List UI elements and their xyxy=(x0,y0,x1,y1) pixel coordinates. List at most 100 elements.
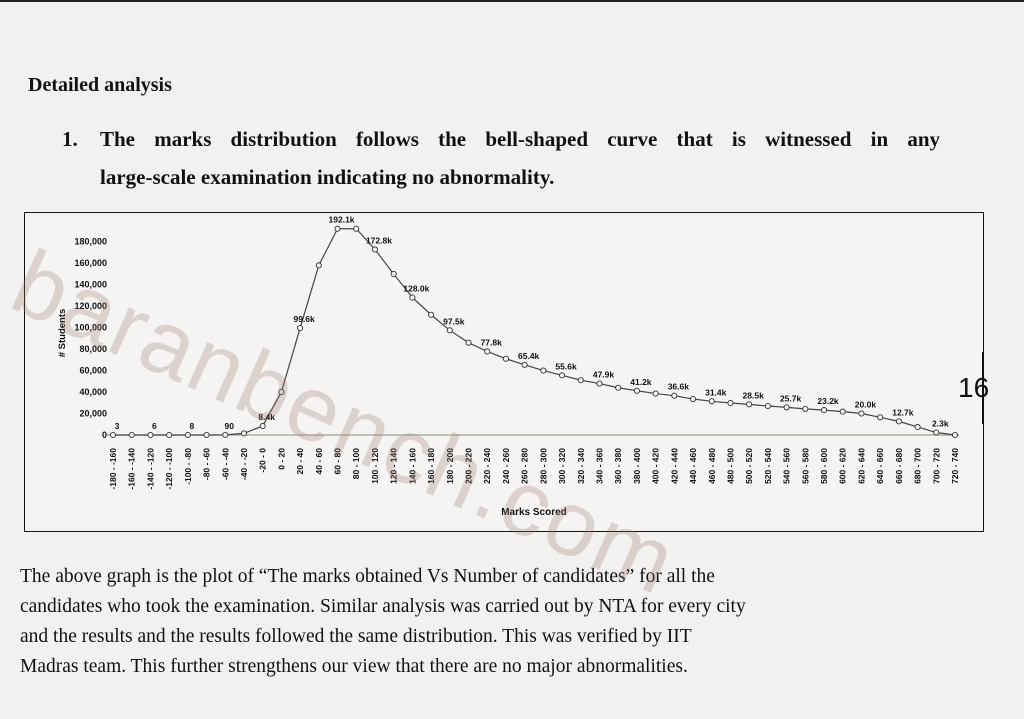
data-label: 55.6k xyxy=(555,361,577,371)
x-tick-label: 700 - 720 xyxy=(931,448,941,484)
x-tick-label: 580 - 600 xyxy=(819,448,829,484)
series-line xyxy=(112,228,956,436)
x-tick-label: 660 - 680 xyxy=(894,448,904,484)
data-label: 77.8k xyxy=(481,337,503,347)
data-point xyxy=(297,325,304,332)
data-point xyxy=(820,407,828,414)
data-point xyxy=(446,327,453,334)
y-tick-label: 140,000 xyxy=(74,280,107,290)
x-tick-label: 140 - 160 xyxy=(407,448,417,484)
data-point xyxy=(746,401,753,408)
x-tick-label: -80 - -60 xyxy=(202,448,212,480)
x-tick-label: 260 - 280 xyxy=(520,448,530,484)
data-point xyxy=(951,431,959,439)
data-point xyxy=(559,372,566,379)
data-point xyxy=(783,404,790,411)
data-label: 41.2k xyxy=(630,377,652,387)
data-point xyxy=(222,431,229,438)
data-label: 128.0k xyxy=(403,284,429,294)
data-point xyxy=(147,431,154,439)
page-margin-bar xyxy=(982,352,984,424)
data-label: 8.4k xyxy=(258,412,275,422)
x-tick-label: 380 - 400 xyxy=(632,448,642,484)
x-tick-label: 280 - 300 xyxy=(538,448,548,484)
data-point xyxy=(259,422,266,430)
data-point xyxy=(802,405,809,412)
x-tick-label: -140 - -120 xyxy=(145,448,155,490)
x-tick-label: 640 - 660 xyxy=(875,448,885,484)
point-number: 1. xyxy=(62,127,78,151)
x-tick-label: 360 - 380 xyxy=(613,448,623,484)
explanation-paragraph: The above graph is the plot of “The mark… xyxy=(20,562,920,682)
data-label: 6 xyxy=(152,421,157,431)
data-label: 3 xyxy=(115,421,120,431)
data-point xyxy=(652,390,659,397)
data-point xyxy=(671,392,678,399)
x-tick-label: -60 - -40 xyxy=(220,448,230,480)
data-point xyxy=(428,311,435,318)
x-tick-label: 320 - 340 xyxy=(576,448,586,484)
data-point xyxy=(203,431,210,439)
data-point xyxy=(877,414,884,421)
data-label: 47.9k xyxy=(593,370,615,380)
x-tick-label: -20 - 0 xyxy=(258,448,268,473)
x-tick-label: 160 - 180 xyxy=(426,448,436,484)
data-label: 97.5k xyxy=(443,316,465,326)
data-label: 12.7k xyxy=(892,407,914,417)
marks-distribution-chart: 0 20,000 40,000 60,000 80,000 100,000 120,000 1… xyxy=(57,215,960,518)
data-point xyxy=(166,431,173,439)
x-tick-label: 440 - 460 xyxy=(688,448,698,484)
x-tick-label: 460 - 480 xyxy=(707,448,717,484)
data-point xyxy=(465,339,472,346)
y-tick-label: 180,000 xyxy=(74,237,107,247)
paragraph-line: The above graph is the plot of “The mark… xyxy=(20,566,715,587)
x-tick-label: 120 - 140 xyxy=(389,448,399,484)
data-point xyxy=(371,246,379,253)
x-tick-label: 420 - 440 xyxy=(669,448,679,484)
data-point xyxy=(128,431,135,439)
page-number: 16 xyxy=(958,372,990,403)
point-text-line-1: The marks distribution follows the bell-… xyxy=(100,127,940,151)
y-tick-label: 160,000 xyxy=(74,258,107,268)
y-tick-label: 100,000 xyxy=(74,323,107,333)
x-tick-label: 620 - 640 xyxy=(856,448,866,484)
x-tick-label: 340 - 360 xyxy=(594,448,604,484)
section-heading: Detailed analysis xyxy=(28,74,172,96)
x-axis-label: Marks Scored xyxy=(501,507,567,518)
x-tick-label: 520 - 540 xyxy=(763,448,773,484)
data-point xyxy=(315,262,322,269)
x-tick-label: 400 - 420 xyxy=(651,448,661,484)
data-label: 192.1k xyxy=(329,215,355,225)
data-point xyxy=(278,389,285,396)
paragraph-line: and the results and the results followed… xyxy=(20,626,692,647)
y-tick-label: 20,000 xyxy=(79,409,107,419)
data-point xyxy=(839,408,846,415)
paragraph-line: Madras team. This further strengthens ou… xyxy=(20,656,688,677)
data-point xyxy=(633,387,640,394)
y-tick-label: 120,000 xyxy=(74,301,107,311)
data-label: 28.5k xyxy=(743,390,765,400)
data-point xyxy=(390,270,397,277)
data-label: 8 xyxy=(189,421,194,431)
data-point xyxy=(689,395,697,403)
data-label: 20.0k xyxy=(855,400,877,410)
data-point xyxy=(727,399,734,407)
y-tick-label: 60,000 xyxy=(79,366,107,376)
data-point xyxy=(708,398,715,405)
data-point xyxy=(409,294,416,301)
x-tick-label: 600 - 620 xyxy=(838,448,848,484)
data-label: 65.4k xyxy=(518,351,540,361)
y-tick-label: 80,000 xyxy=(79,344,107,354)
data-point xyxy=(521,361,528,368)
paragraph-line: candidates who took the examination. Sim… xyxy=(20,596,746,617)
data-label: 90 xyxy=(225,421,235,431)
x-tick-label: 720 - 740 xyxy=(950,448,960,484)
data-label: 36.6k xyxy=(668,382,690,392)
data-point xyxy=(109,431,117,439)
data-label: 23.2k xyxy=(817,396,839,406)
y-tick-label: 0 xyxy=(102,430,107,440)
point-text-line-2: large-scale examination indicating no ab… xyxy=(100,165,555,189)
x-tick-label: 680 - 700 xyxy=(913,448,923,484)
x-tick-label: 0 - 20 xyxy=(276,448,286,470)
y-axis-label: # Students xyxy=(57,309,68,358)
